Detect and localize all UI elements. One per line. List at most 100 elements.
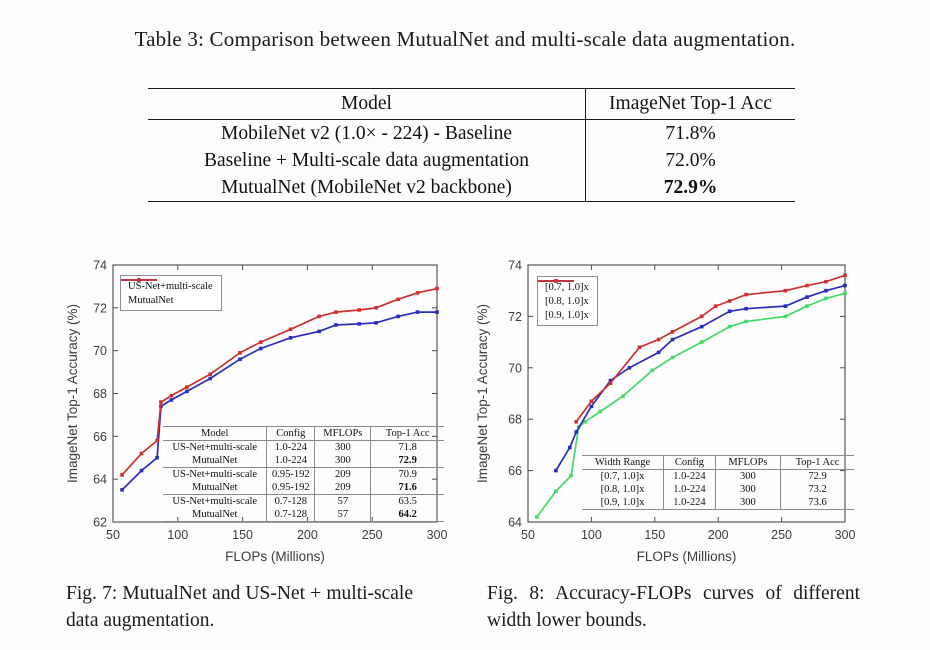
data-point-marker: [139, 468, 144, 473]
y-tick-label: 68: [93, 387, 107, 401]
fig7-legend: US-Net+multi-scale MutualNet: [120, 275, 222, 311]
legend-label: [0.7, 1.0]x: [545, 282, 589, 293]
data-point-marker: [554, 489, 558, 493]
data-point-marker: [589, 404, 594, 409]
data-point-marker: [139, 451, 144, 456]
data-point-marker: [656, 350, 661, 355]
inner-table-header: Top-1 Acc: [780, 455, 854, 470]
inner-table-cell: [0.8, 1.0]x: [600, 484, 645, 495]
data-point-marker: [208, 376, 212, 381]
figure-7: 50 100 150 200 250 300 62 64 66 68 70 72 74 FLOPs (Mi…: [63, 248, 460, 570]
data-point-marker: [637, 345, 642, 350]
fig7-chart: 50 100 150 200 250 300 62 64 66 68 70 72 74 FLOPs (Mi…: [65, 259, 447, 565]
data-point-marker: [155, 455, 159, 460]
data-point-marker: [783, 314, 788, 319]
inner-table-header: Width Range: [582, 455, 664, 470]
inner-table-cell: 300: [314, 440, 371, 454]
data-point-marker: [670, 355, 675, 360]
y-tick-label: 68: [508, 413, 522, 427]
data-point-marker: [650, 368, 655, 373]
inner-table-header: Config: [663, 455, 716, 470]
data-point-marker: [824, 279, 828, 284]
legend-entry: [0.8, 1.0]x: [538, 279, 589, 307]
comparison-table: Model ImageNet Top-1 Acc MobileNet v2 (1…: [148, 88, 795, 202]
acc-cell: 71.8%: [665, 122, 716, 144]
data-point-marker: [396, 297, 400, 302]
data-point-marker: [568, 445, 572, 450]
legend-label: [0.8, 1.0]x: [545, 296, 589, 307]
inner-table-row: [0.7, 1.0]x 1.0-224 300 72.9: [582, 469, 854, 483]
data-point-marker: [238, 351, 242, 355]
model-cell: Baseline + Multi-scale data augmentation: [148, 147, 586, 174]
y-tick-label: 70: [93, 344, 107, 358]
inner-table-cell: 300: [714, 496, 781, 510]
y-tick-label: 72: [508, 310, 522, 324]
data-point-marker: [783, 304, 788, 308]
x-tick-label: 150: [232, 528, 253, 542]
data-point-marker: [699, 340, 704, 344]
legend-label: [0.9, 1.0]x: [545, 310, 589, 321]
data-point-marker: [627, 366, 632, 370]
inner-table-header: Top-1 Acc: [370, 426, 444, 441]
data-point-marker: [569, 473, 573, 478]
inner-table-cell: 0.95-192: [266, 481, 315, 495]
y-tick-label: 66: [93, 430, 107, 444]
inner-table-row: [0.8, 1.0]x 1.0-224 300 73.2: [582, 483, 854, 496]
data-point-marker: [317, 314, 321, 319]
legend-line-sample: [121, 278, 157, 282]
inner-table-cell: 63.5: [370, 494, 444, 508]
inner-table-cell: 57: [314, 494, 371, 508]
table-row: Baseline + Multi-scale data augmentation…: [148, 147, 795, 174]
inner-table-row: [0.9, 1.0]x 1.0-224 300 73.6: [582, 496, 854, 510]
x-tick-label: 100: [581, 528, 602, 542]
inner-table-cell: 73.6: [780, 496, 854, 510]
inner-table-cell: [0.9, 1.0]x: [582, 496, 664, 510]
inner-table-cell: [0.7, 1.0]x: [600, 471, 645, 482]
inner-table-cell: 300: [714, 469, 781, 483]
inner-table-cell: 1.0-224: [266, 440, 315, 454]
data-point-marker: [805, 283, 809, 288]
table-row: MobileNet v2 (1.0× - 224) - Baseline 71.8…: [148, 119, 795, 147]
comparison-table-body: MobileNet v2 (1.0× - 224) - Baseline 71.8…: [148, 119, 795, 202]
column-header-model: Model: [148, 88, 586, 120]
inner-table-header: Config: [266, 426, 315, 441]
data-point-marker: [656, 337, 661, 342]
data-point-marker: [159, 400, 163, 404]
data-point-marker: [805, 304, 809, 308]
inner-table-cell: 0.7-128: [266, 508, 315, 522]
inner-table-cell: 73.2: [780, 483, 854, 496]
data-point-marker: [713, 304, 718, 308]
data-point-marker: [574, 419, 578, 424]
data-point-marker: [396, 314, 400, 319]
data-point-marker: [169, 398, 174, 402]
x-tick-label: 200: [297, 528, 318, 542]
data-point-marker: [169, 393, 174, 398]
inner-table-cell: 72.9: [780, 469, 854, 483]
data-point-marker: [744, 292, 748, 297]
acc-cell: 72.9%: [663, 176, 718, 198]
fig8-caption: Fig. 8: Accuracy-FLOPs curves of differe…: [487, 583, 860, 631]
y-tick-label: 66: [508, 464, 522, 478]
y-tick-label: 72: [93, 301, 107, 315]
inner-table-cell: US-Net+multi-scale: [172, 496, 258, 507]
data-point-marker: [744, 306, 748, 311]
data-point-marker: [727, 309, 732, 314]
x-axis-label: FLOPs (Millions): [225, 549, 325, 564]
y-axis-label: ImageNet Top-1 Accuracy (%): [475, 304, 490, 483]
inner-table-row: US-Net+multi-scale 1.0-224 300 71.8: [163, 440, 444, 454]
y-axis-label: ImageNet Top-1 Accuracy (%): [65, 304, 80, 483]
inner-table-cell: 1.0-224: [663, 496, 716, 510]
data-point-marker: [583, 419, 587, 424]
y-tick-label: 64: [508, 516, 522, 530]
data-point-marker: [783, 288, 788, 293]
column-header-acc: ImageNet Top-1 Acc: [585, 88, 795, 120]
data-point-marker: [621, 394, 625, 398]
x-tick-label: 50: [106, 528, 120, 542]
inner-table-header: MFLOPs: [714, 455, 781, 470]
model-cell: MobileNet v2 (1.0× - 224) - Baseline: [148, 119, 586, 147]
data-point-marker: [357, 308, 362, 312]
series-line: [555, 284, 846, 472]
data-point-marker: [288, 327, 293, 332]
inner-table-cell: 209: [314, 481, 371, 495]
